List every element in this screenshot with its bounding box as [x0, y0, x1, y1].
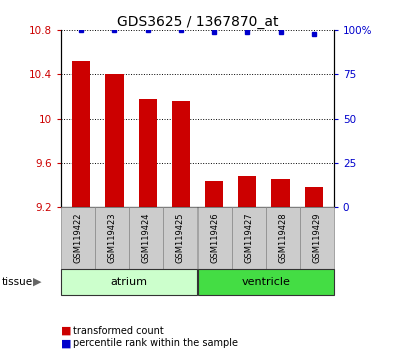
Text: percentile rank within the sample: percentile rank within the sample: [73, 338, 238, 348]
Bar: [139, 99, 157, 207]
Text: ■: ■: [61, 338, 72, 348]
Text: GSM119427: GSM119427: [244, 213, 253, 263]
Text: GSM119422: GSM119422: [74, 213, 83, 263]
Bar: [205, 181, 223, 207]
Bar: [172, 101, 190, 207]
Text: ventricle: ventricle: [241, 277, 290, 287]
Text: GSM119423: GSM119423: [108, 213, 117, 263]
Text: GSM119425: GSM119425: [176, 213, 185, 263]
Text: GSM119426: GSM119426: [210, 213, 219, 263]
Text: transformed count: transformed count: [73, 326, 164, 336]
Text: ▶: ▶: [33, 277, 42, 287]
Text: GSM119428: GSM119428: [278, 213, 287, 263]
Bar: [72, 61, 90, 207]
Text: tissue: tissue: [2, 277, 33, 287]
Text: GSM119424: GSM119424: [142, 213, 151, 263]
Bar: [238, 176, 256, 207]
Text: atrium: atrium: [111, 277, 148, 287]
Bar: [305, 187, 323, 207]
Text: ■: ■: [61, 326, 72, 336]
Bar: [271, 179, 290, 207]
Title: GDS3625 / 1367870_at: GDS3625 / 1367870_at: [117, 15, 278, 29]
Text: GSM119429: GSM119429: [312, 213, 321, 263]
Bar: [105, 74, 124, 207]
